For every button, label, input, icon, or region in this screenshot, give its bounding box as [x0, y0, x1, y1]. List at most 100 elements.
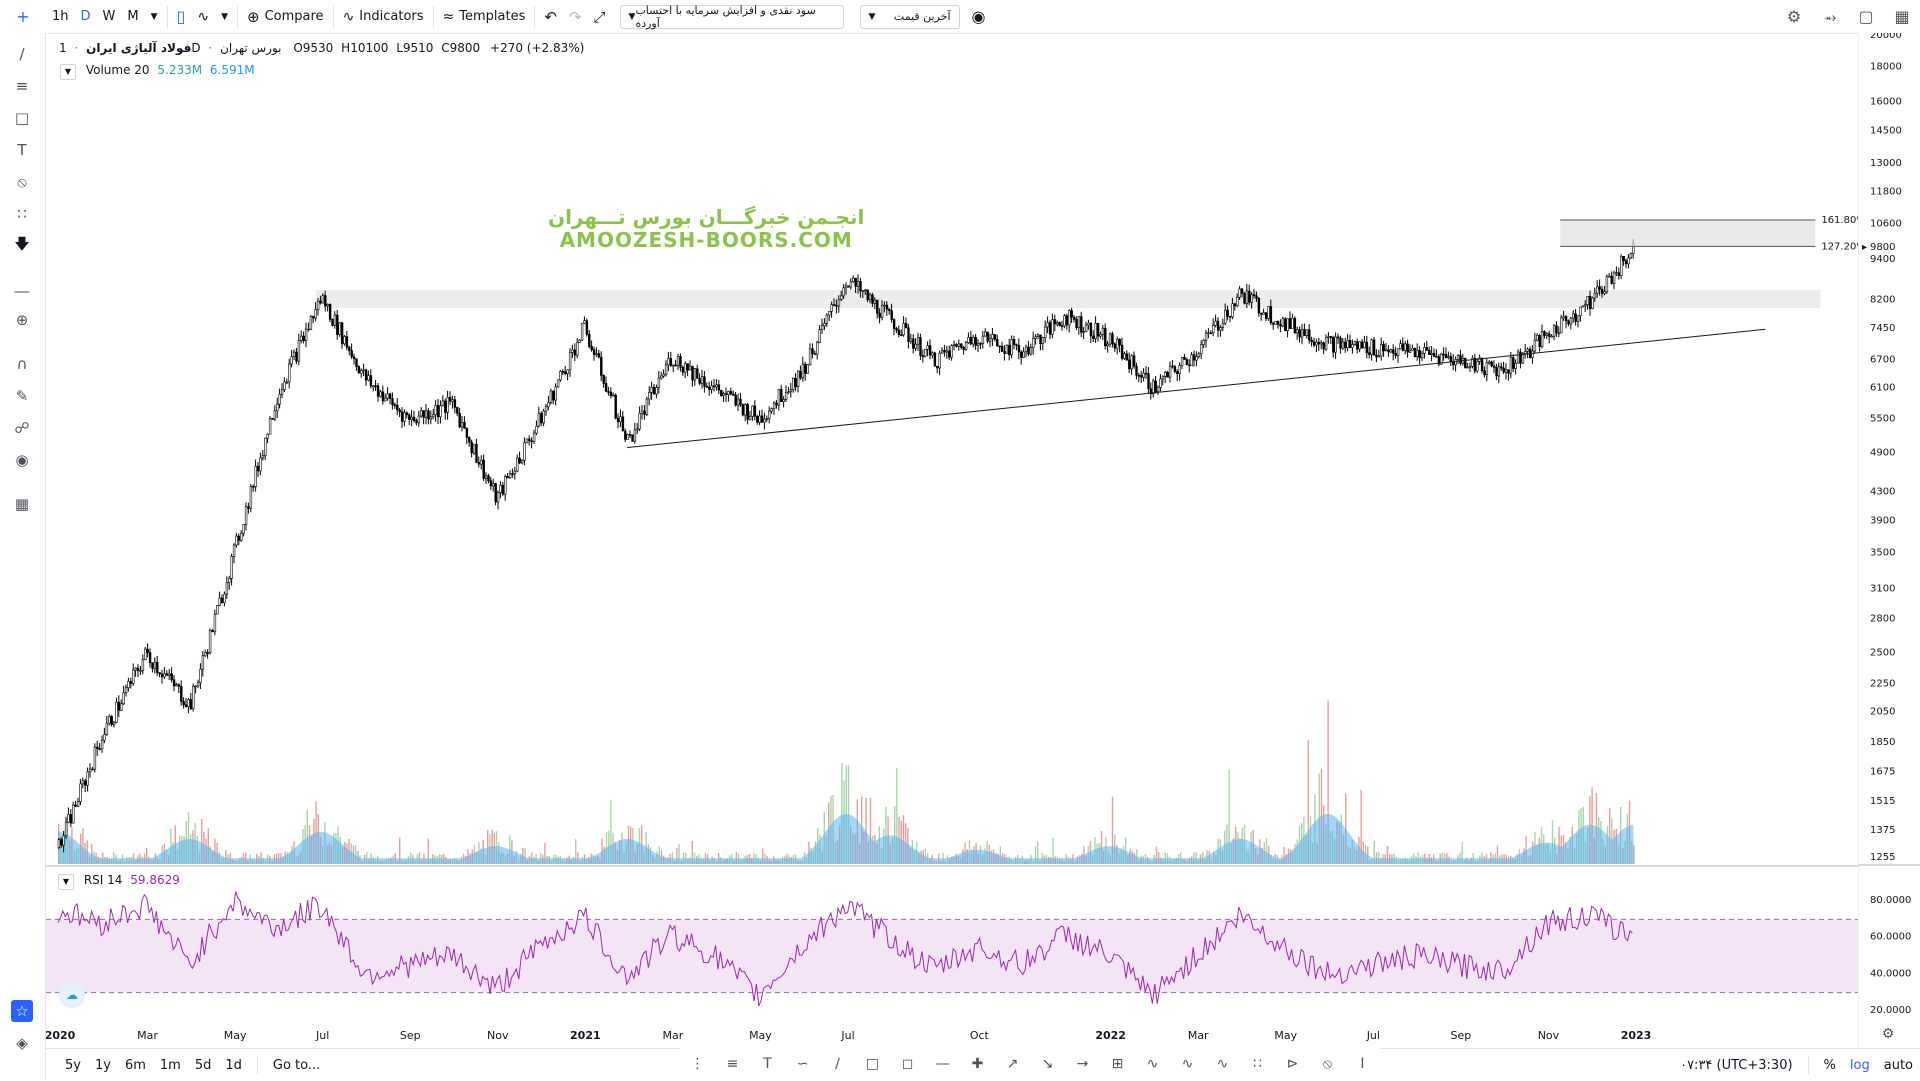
- fib-icon[interactable]: ∷: [17, 205, 27, 223]
- text-tool-icon[interactable]: T: [763, 1056, 772, 1072]
- interval-w[interactable]: W: [102, 9, 116, 24]
- candle-body: [686, 363, 689, 371]
- interval-m[interactable]: M: [127, 9, 139, 24]
- star-icon[interactable]: ☆: [11, 1000, 33, 1022]
- close-value: 9800: [449, 41, 481, 55]
- arrow-down-icon[interactable]: 🡇: [14, 234, 30, 253]
- interval-1h[interactable]: 1h: [52, 9, 69, 24]
- horizontal-ray-icon[interactable]: →: [1076, 1056, 1089, 1072]
- candle-body: [801, 363, 805, 379]
- cross-tool-icon[interactable]: ✚: [971, 1056, 984, 1072]
- pitchfork-icon[interactable]: ≡: [15, 77, 29, 95]
- chart-type-chevron-down-icon[interactable]: ▼: [221, 11, 228, 22]
- fib-zone[interactable]: [1560, 220, 1816, 247]
- pencil-lock-icon[interactable]: ✎: [15, 387, 29, 405]
- eye-icon[interactable]: ◉: [971, 7, 986, 26]
- trend-line-icon[interactable]: ∕: [19, 45, 25, 63]
- range-1d[interactable]: 1d: [225, 1057, 242, 1073]
- indicators-button[interactable]: ∿ Indicators: [337, 0, 430, 33]
- position-tool-icon[interactable]: ⊞: [1111, 1056, 1124, 1072]
- candle-body: [492, 483, 495, 487]
- xabcd-pattern-icon[interactable]: ∿: [1181, 1056, 1194, 1072]
- brush-tool-icon[interactable]: ⊳: [1286, 1056, 1299, 1072]
- rect-tool-icon[interactable]: □: [865, 1056, 880, 1072]
- elliott-wave-icon[interactable]: ∿: [1216, 1056, 1229, 1072]
- abcd-pattern-icon[interactable]: ∿: [1146, 1056, 1159, 1072]
- fib-tool-icon[interactable]: ∷: [1253, 1056, 1262, 1072]
- snapshot-icon[interactable]: ▢: [1858, 7, 1874, 26]
- candle-body: [458, 413, 461, 428]
- trash-icon[interactable]: ▦: [14, 495, 30, 513]
- extended-line-icon[interactable]: ↘: [1041, 1056, 1054, 1072]
- candle-body: [266, 433, 269, 439]
- lock-icon[interactable]: ☍: [14, 419, 30, 437]
- candle-body: [146, 648, 149, 653]
- candle-body: [1387, 349, 1390, 353]
- collapse-chevron-icon[interactable]: ▼: [60, 64, 76, 80]
- candle-body: [1161, 376, 1165, 380]
- range-5d[interactable]: 5d: [194, 1057, 212, 1073]
- axis-gear-icon[interactable]: ⚙: [1882, 1026, 1895, 1042]
- candle-body: [1612, 272, 1616, 284]
- callout-tool-icon[interactable]: ◻: [901, 1056, 914, 1072]
- auto-toggle[interactable]: auto: [1883, 1057, 1913, 1073]
- candle-body: [664, 364, 668, 375]
- price-axis[interactable]: 20000 18000 16000 14500 13000 11800 10600 98009…: [1858, 33, 1920, 1048]
- range-5y[interactable]: 5y: [65, 1057, 81, 1073]
- line-chart-icon[interactable]: ∿: [197, 8, 210, 25]
- line-tool-icon[interactable]: ∕: [835, 1056, 840, 1072]
- compare-button[interactable]: ⊕ Compare: [241, 0, 330, 33]
- rectangle-icon[interactable]: □: [14, 109, 30, 127]
- goto-button[interactable]: Go to...: [272, 1057, 321, 1073]
- symbol-legend: فولاد آلیاژی ایران · 1D · بورس تهران O95…: [59, 41, 585, 55]
- adjustment-select[interactable]: ▼ سود نقدی و افزایش سرمایه با احتساب آور…: [619, 4, 844, 30]
- pattern-icon[interactable]: ⦸: [17, 173, 27, 191]
- range-1m[interactable]: 1m: [159, 1057, 181, 1073]
- candle-body: [895, 328, 898, 331]
- magnet-icon[interactable]: ∩: [16, 355, 28, 373]
- percent-toggle[interactable]: %: [1823, 1057, 1836, 1073]
- trendline[interactable]: [627, 328, 1766, 449]
- candle-body: [859, 281, 862, 292]
- interval-d[interactable]: D: [80, 9, 91, 24]
- horizontal-lines-icon[interactable]: ≡: [726, 1056, 739, 1072]
- logo-icon[interactable]: ☁: [59, 982, 85, 1008]
- eye-icon[interactable]: ◉: [15, 451, 29, 469]
- share-icon[interactable]: ⥇: [1823, 6, 1837, 26]
- rsi-collapse-chevron-icon[interactable]: ▼: [58, 874, 74, 890]
- timezone-clock[interactable]: ۰۷:۳۴ (UTC+3:30): [1680, 1057, 1793, 1073]
- cursor-tool-icon[interactable]: I: [1360, 1056, 1365, 1072]
- drag-handle-icon[interactable]: ⋮: [690, 1056, 705, 1072]
- range-6m[interactable]: 6m: [124, 1057, 146, 1073]
- redo-icon[interactable]: ↷: [568, 7, 582, 26]
- rsi-label[interactable]: RSI 14: [83, 873, 123, 887]
- layers-icon[interactable]: ◈: [16, 1034, 28, 1052]
- crosshair-icon[interactable]: +: [16, 7, 30, 26]
- ruler-icon[interactable]: ⎼: [14, 279, 30, 297]
- network-tool-icon[interactable]: ⦸: [1322, 1056, 1333, 1072]
- price-source-select[interactable]: ▼ آخرین قیمت: [859, 4, 960, 29]
- range-1y[interactable]: 1y: [94, 1057, 111, 1073]
- templates-button[interactable]: ≈ Templates: [437, 0, 532, 33]
- candle-body: [753, 405, 757, 417]
- fullscreen-icon[interactable]: ⤢: [593, 7, 606, 26]
- undo-icon[interactable]: ↶: [544, 7, 557, 26]
- trash-icon[interactable]: ▦: [1894, 7, 1910, 26]
- volume-bar: [658, 846, 660, 864]
- interval-chevron-down-icon[interactable]: ▼: [150, 11, 158, 22]
- hline-tool-icon[interactable]: —: [935, 1056, 950, 1072]
- volume-label[interactable]: Volume 20: [85, 63, 150, 77]
- price-chart[interactable]: 161.80%(10760) 127.20%(9846) 2020 Mar May Ju…: [46, 34, 1858, 1047]
- log-toggle[interactable]: log: [1849, 1057, 1870, 1073]
- candle-body: [1010, 339, 1013, 356]
- symbol-name[interactable]: فولاد آلیاژی ایران: [86, 41, 192, 55]
- candles-icon[interactable]: ▯: [176, 7, 186, 26]
- candle-body: [1435, 356, 1438, 358]
- candle-body: [924, 348, 927, 357]
- gear-icon[interactable]: ⚙: [1786, 7, 1802, 26]
- candle-body: [931, 352, 934, 356]
- curve-tool-icon[interactable]: ∽: [796, 1056, 809, 1072]
- ray-tool-icon[interactable]: ↗: [1006, 1056, 1019, 1072]
- zoom-icon[interactable]: ⊕: [15, 311, 29, 329]
- text-icon[interactable]: T: [17, 141, 27, 159]
